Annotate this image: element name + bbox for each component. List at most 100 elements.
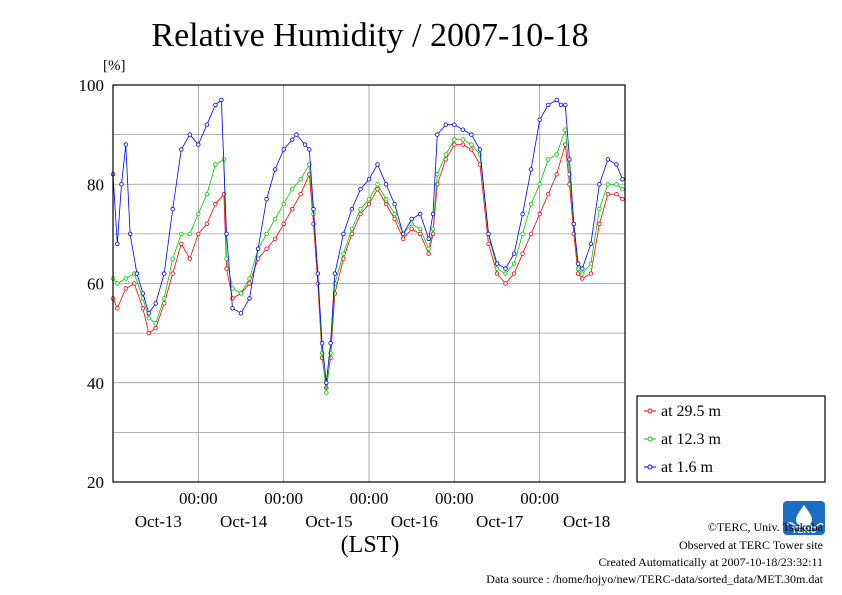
data-point xyxy=(511,261,517,266)
data-point xyxy=(196,142,201,147)
data-point xyxy=(383,196,389,202)
data-point xyxy=(430,211,436,217)
data-point xyxy=(597,206,602,212)
data-point xyxy=(238,291,244,296)
data-point xyxy=(503,271,508,276)
data-point xyxy=(366,177,372,182)
data-point xyxy=(375,162,380,167)
data-point xyxy=(319,340,325,346)
data-point xyxy=(409,216,414,222)
data-point xyxy=(469,142,474,147)
data-point xyxy=(546,191,551,197)
data-point xyxy=(302,142,308,147)
data-point xyxy=(204,122,210,127)
x-tick-time: 00:00 xyxy=(179,489,218,508)
data-point xyxy=(563,127,568,132)
data-point xyxy=(127,231,133,237)
data-point xyxy=(179,231,184,237)
data-point xyxy=(196,231,201,237)
x-tick-date: Oct-13 xyxy=(135,512,182,531)
data-point xyxy=(298,177,303,182)
data-point xyxy=(511,251,517,256)
data-point xyxy=(400,231,406,237)
x-tick-time: 00:00 xyxy=(435,489,474,508)
data-point xyxy=(469,147,474,152)
data-point xyxy=(264,246,269,251)
legend-marker xyxy=(647,464,653,470)
x-tick-date: Oct-16 xyxy=(391,512,438,531)
data-point xyxy=(332,271,338,276)
legend: at 29.5 m at 12.3 m at 1.6 m xyxy=(636,395,826,483)
data-point xyxy=(546,102,551,108)
data-point xyxy=(196,211,201,217)
data-point xyxy=(140,291,146,296)
data-point xyxy=(430,226,436,232)
series-line xyxy=(112,129,623,393)
data-point xyxy=(554,152,559,157)
data-point xyxy=(460,142,466,147)
data-point xyxy=(255,246,261,251)
data-point xyxy=(503,281,508,286)
data-point xyxy=(294,132,299,137)
data-point xyxy=(605,191,611,197)
data-point xyxy=(375,182,380,187)
x-tick-date: Oct-15 xyxy=(305,512,352,531)
data-point xyxy=(588,271,594,276)
data-point xyxy=(332,281,338,286)
data-point xyxy=(115,281,120,286)
data-point xyxy=(115,306,120,311)
data-point xyxy=(494,266,500,271)
data-point xyxy=(358,186,363,192)
data-point xyxy=(605,182,611,187)
data-point xyxy=(224,256,229,261)
data-point xyxy=(187,231,192,237)
x-tick-date: Oct-18 xyxy=(563,512,610,531)
data-point xyxy=(537,182,542,187)
data-point xyxy=(546,157,551,162)
data-point xyxy=(469,132,474,137)
data-point xyxy=(349,226,355,232)
data-point xyxy=(520,211,525,217)
data-point xyxy=(575,261,581,266)
legend-label: at 12.3 m xyxy=(661,431,722,448)
y-axis-unit: [%] xyxy=(103,58,126,74)
data-point xyxy=(213,102,218,108)
y-tick-label: 60 xyxy=(87,275,104,294)
terc-logo: TERC xyxy=(783,501,825,535)
data-point xyxy=(537,211,542,217)
data-point xyxy=(460,137,466,142)
data-point xyxy=(170,256,175,261)
data-point xyxy=(520,251,525,256)
x-tick-time: 00:00 xyxy=(264,489,303,508)
data-point xyxy=(494,261,500,266)
logo-text: TERC xyxy=(792,525,817,535)
data-point xyxy=(426,246,431,251)
data-point xyxy=(219,97,224,103)
grid-lines xyxy=(113,85,625,482)
data-point xyxy=(298,191,303,197)
data-point xyxy=(349,206,355,212)
data-point xyxy=(426,236,431,241)
series-line xyxy=(112,99,623,383)
data-point xyxy=(554,97,559,103)
data-point xyxy=(418,226,423,232)
data-point xyxy=(204,191,210,197)
data-point xyxy=(528,201,534,207)
x-tick-time: 00:00 xyxy=(520,489,559,508)
data-point xyxy=(213,201,218,207)
data-point xyxy=(443,122,448,127)
data-point xyxy=(435,132,440,137)
x-tick-time: 00:00 xyxy=(350,489,389,508)
data-point xyxy=(341,251,346,256)
data-point xyxy=(290,137,295,142)
data-point xyxy=(435,172,440,177)
data-point xyxy=(161,296,167,301)
chart-title: Relative Humidity / 2007-10-18 xyxy=(151,17,588,54)
data-point xyxy=(614,162,619,167)
data-point xyxy=(494,271,500,276)
data-point xyxy=(605,157,611,162)
data-point xyxy=(281,221,286,227)
data-point xyxy=(392,201,397,207)
data-point xyxy=(620,196,625,202)
data-point xyxy=(146,316,151,321)
